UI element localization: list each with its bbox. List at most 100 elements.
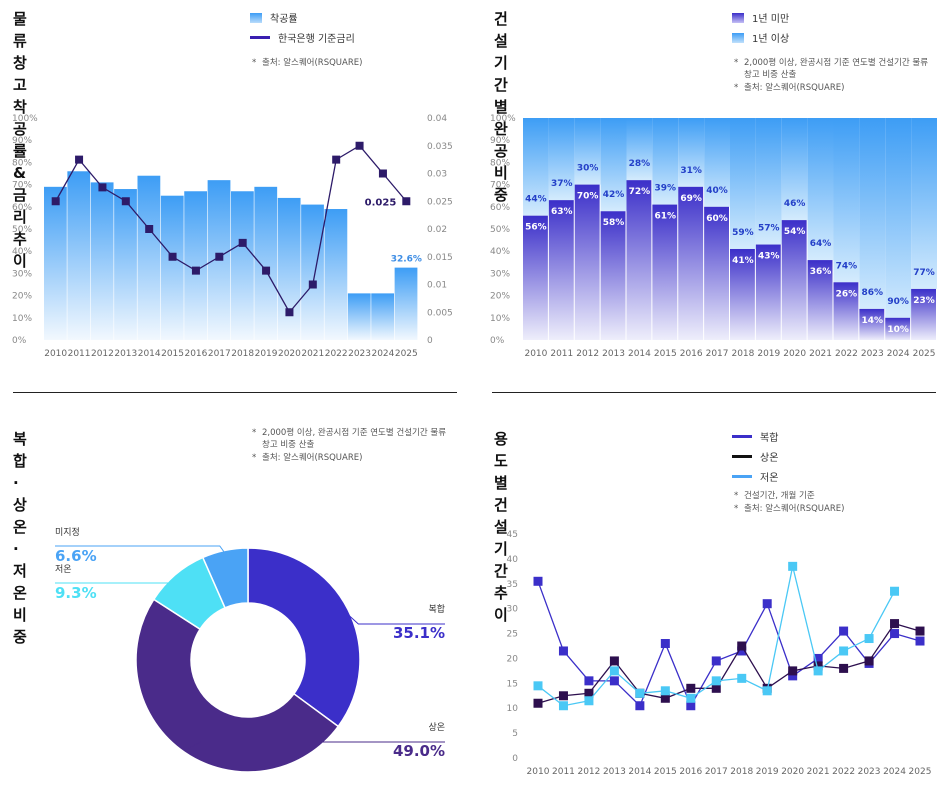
rate-marker xyxy=(332,155,341,164)
y2-tick-label: 0.01 xyxy=(427,281,447,291)
x-tick-label: 2020 xyxy=(783,349,806,359)
y-tick-label: 40% xyxy=(12,247,32,257)
y-tick-label: 30 xyxy=(507,605,519,615)
bar-over-1y xyxy=(626,118,653,181)
label-over-1y: 39% xyxy=(655,184,677,194)
bar xyxy=(114,189,137,340)
y-tick-label: 40% xyxy=(490,247,510,257)
panel4-title: 용도별 건설기간 추이 xyxy=(494,430,508,624)
rate-marker xyxy=(191,266,200,275)
label-over-1y: 64% xyxy=(810,239,832,249)
panel1-title: 물류창고 착공률 & 금리 추이 xyxy=(13,10,27,270)
legend-swatch-bar xyxy=(250,12,262,23)
series-marker-복합 xyxy=(915,636,925,646)
bar-over-1y xyxy=(600,118,627,212)
bar-under-1y xyxy=(600,211,626,340)
legend-complex: 복합 xyxy=(732,429,778,444)
series-marker-상온 xyxy=(660,693,670,703)
x-tick-label: 2025 xyxy=(395,349,418,359)
x-tick-label: 2017 xyxy=(208,349,231,359)
series-marker-상온 xyxy=(839,663,849,673)
label-under-1y: 72% xyxy=(629,187,651,197)
panel3-source-note: * 출처: 알스퀘어(RSQUARE) xyxy=(252,453,363,463)
label-under-1y: 61% xyxy=(655,212,677,222)
panel1-source-note: * 출처: 알스퀘어(RSQUARE) xyxy=(252,58,363,68)
series-marker-저온 xyxy=(737,673,747,683)
x-tick-label: 2024 xyxy=(883,767,906,777)
bar-over-1y xyxy=(730,118,756,249)
bar-over-1y xyxy=(548,118,575,201)
leader-line-미지정 xyxy=(55,545,227,555)
x-tick-label: 2016 xyxy=(680,349,703,359)
x-tick-label: 2025 xyxy=(913,349,936,359)
series-marker-저온 xyxy=(890,586,900,596)
x-tick-label: 2013 xyxy=(114,349,137,359)
y-tick-label: 20% xyxy=(12,292,32,302)
series-marker-저온 xyxy=(813,666,823,676)
series-line-복합 xyxy=(537,581,921,708)
bar-over-1y xyxy=(678,118,705,187)
x-tick-label: 2014 xyxy=(628,349,651,359)
panel4-note: * 건설기간, 개월 기준 xyxy=(734,491,815,501)
leader-line-복합 xyxy=(344,610,445,625)
series-marker-상온 xyxy=(584,688,594,698)
label-under-1y: 56% xyxy=(525,223,547,233)
chart-completion-share: 0% 10% 20% 30% 40% 50% 60% 70% 80% 90% 100% 56% 44% 2… xyxy=(490,114,937,359)
series-marker-복합 xyxy=(686,701,696,711)
bar-under-1y xyxy=(781,220,807,340)
legend-room-temp: 상온 xyxy=(732,449,778,464)
bar-over-1y xyxy=(755,118,782,245)
rate-marker xyxy=(285,308,294,317)
label-over-1y: 28% xyxy=(629,159,651,169)
y2-tick-label: 0 xyxy=(427,336,433,346)
label-over-1y: 57% xyxy=(758,224,780,234)
x-tick-label: 2012 xyxy=(577,767,600,777)
series-marker-복합 xyxy=(839,626,849,636)
label-under-1y: 63% xyxy=(551,207,573,217)
slice-name-label: 미지정 xyxy=(55,527,80,538)
bar-over-1y xyxy=(833,118,860,283)
rate-line xyxy=(55,144,407,314)
y-tick-label: 35 xyxy=(507,580,518,590)
leader-line-상온 xyxy=(186,741,445,750)
series-marker-복합 xyxy=(558,646,568,656)
y2-tick-label: 0.035 xyxy=(427,142,453,152)
series-marker-복합 xyxy=(788,671,798,681)
series-marker-복합 xyxy=(660,639,670,649)
bar-over-1y xyxy=(523,118,549,216)
x-tick-label: 2016 xyxy=(184,349,207,359)
bar xyxy=(277,197,301,340)
leader-line-저온 xyxy=(55,577,179,584)
label-under-1y: 69% xyxy=(680,194,702,204)
x-tick-label: 2024 xyxy=(371,349,394,359)
slice-value-label: 6.6% xyxy=(55,547,97,565)
bar-under-1y xyxy=(885,317,911,340)
x-tick-label: 2017 xyxy=(706,349,729,359)
x-tick-label: 2019 xyxy=(255,349,278,359)
y-tick-label: 45 xyxy=(507,530,518,540)
series-marker-저온 xyxy=(864,634,874,644)
bar-under-1y xyxy=(548,200,574,340)
legend-swatch-room xyxy=(732,455,752,458)
legend-over-1y: 1년 이상 xyxy=(732,30,789,45)
x-tick-label: 2023 xyxy=(861,349,884,359)
panel4-source-note: * 출처: 알스퀘어(RSQUARE) xyxy=(734,504,845,514)
y2-tick-label: 0.025 xyxy=(427,197,453,207)
y-tick-label: 0 xyxy=(512,754,518,764)
legend-under-1y: 1년 미만 xyxy=(732,10,789,25)
label-over-1y: 74% xyxy=(836,261,858,271)
series-marker-복합 xyxy=(609,676,619,686)
bar-under-1y xyxy=(833,282,859,340)
bar-under-1y xyxy=(523,215,548,340)
label-under-1y: 26% xyxy=(836,289,858,299)
x-tick-label: 2024 xyxy=(887,349,910,359)
series-marker-상온 xyxy=(864,656,874,666)
x-tick-label: 2022 xyxy=(325,349,348,359)
label-under-1y: 23% xyxy=(913,296,935,306)
bar-over-1y xyxy=(807,118,834,261)
label-over-1y: 37% xyxy=(551,179,573,189)
x-tick-label: 2023 xyxy=(858,767,881,777)
label-over-1y: 86% xyxy=(862,288,884,298)
label-over-1y: 31% xyxy=(680,166,702,176)
series-marker-복합 xyxy=(584,676,594,686)
